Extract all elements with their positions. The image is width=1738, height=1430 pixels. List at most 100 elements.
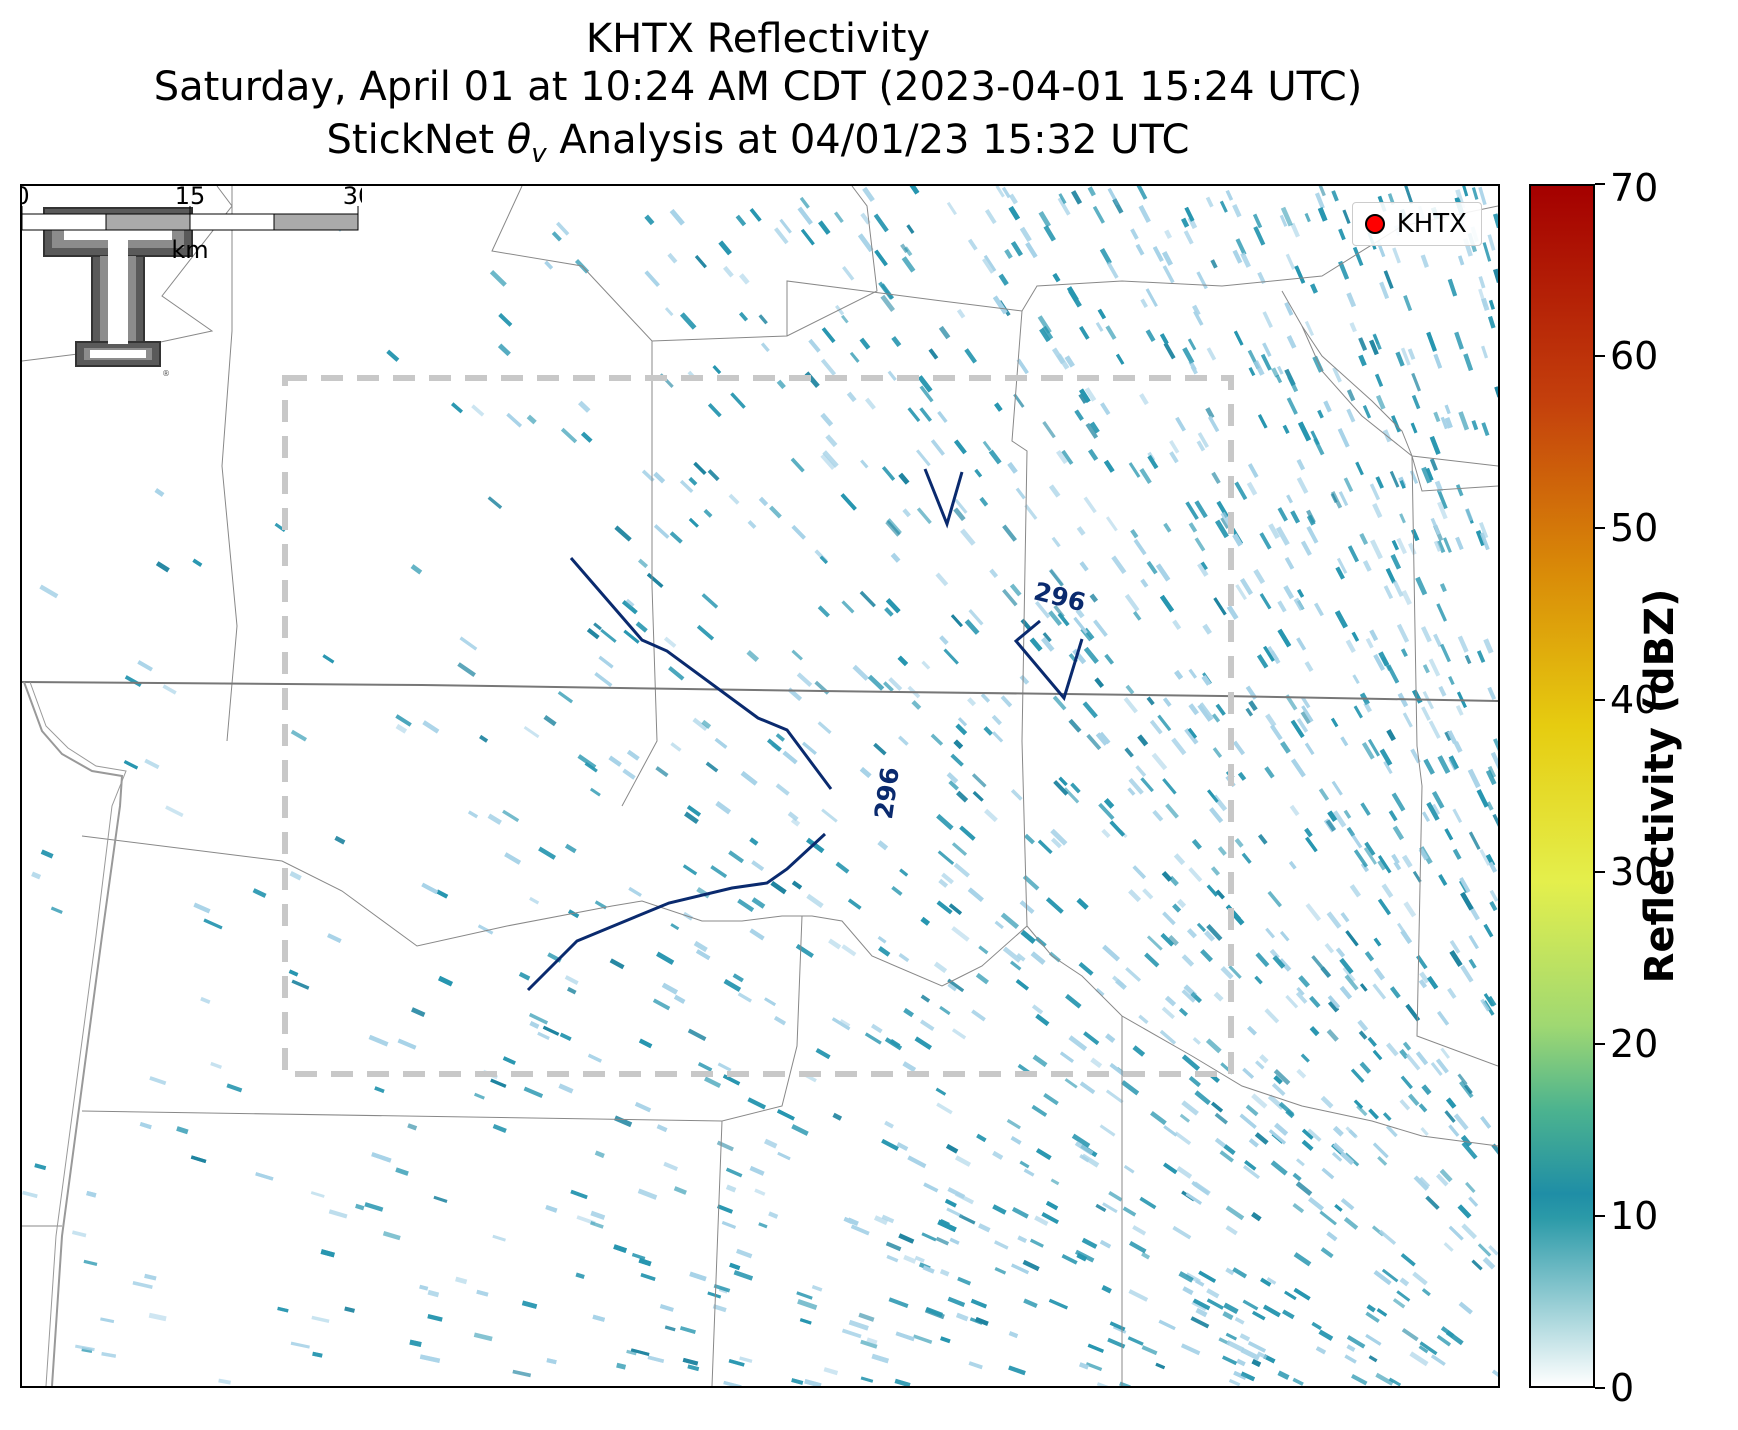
reflectivity-gate [859, 337, 871, 350]
reflectivity-gate [1140, 298, 1148, 308]
reflectivity-gate [891, 885, 903, 896]
reflectivity-gate [1330, 491, 1343, 509]
reflectivity-gate [1385, 1042, 1399, 1057]
reflectivity-gate [1410, 748, 1421, 764]
reflectivity-gate [860, 212, 871, 225]
reflectivity-gate [1196, 271, 1208, 290]
reflectivity-gate [1234, 838, 1244, 848]
reflectivity-gate [832, 1112, 843, 1121]
reflectivity-gate [1259, 532, 1272, 550]
reflectivity-gate [1325, 819, 1337, 832]
reflectivity-gate [1090, 1057, 1103, 1069]
reflectivity-gate [1346, 826, 1356, 837]
reflectivity-gate [1487, 765, 1497, 778]
reflectivity-gate [693, 940, 708, 953]
reflectivity-gate [1379, 748, 1393, 766]
reflectivity-gate [1233, 330, 1244, 346]
reflectivity-gate [1440, 643, 1451, 663]
reflectivity-gate [703, 509, 713, 518]
reflectivity-gate [1211, 471, 1221, 485]
reflectivity-gate [1283, 585, 1295, 600]
reflectivity-gate [1286, 397, 1298, 415]
reflectivity-gate [1206, 1288, 1220, 1299]
reflectivity-gate [1433, 411, 1441, 423]
reflectivity-gate [1457, 635, 1469, 653]
scale-tick-30: 30 [343, 186, 362, 210]
reflectivity-gate [1315, 1346, 1327, 1355]
reflectivity-gate [1029, 637, 1043, 652]
reflectivity-gate [804, 1379, 822, 1386]
reflectivity-gate [1273, 1068, 1291, 1086]
reflectivity-gate [1383, 1112, 1392, 1121]
reflectivity-gate [881, 1138, 899, 1151]
reflectivity-gate [1103, 798, 1115, 809]
reflectivity-gate [477, 924, 494, 935]
reflectivity-gate [471, 404, 485, 417]
reflectivity-gate [791, 525, 806, 540]
reflectivity-gate [1121, 1080, 1140, 1096]
reflectivity-gate [1460, 965, 1474, 983]
reflectivity-gate [1109, 1063, 1127, 1078]
reflectivity-gate [951, 1028, 967, 1040]
reflectivity-gate [1215, 519, 1229, 539]
reflectivity-gate [1228, 965, 1242, 979]
reflectivity-gate [1011, 1206, 1029, 1219]
reflectivity-gate [1372, 503, 1383, 519]
reflectivity-gate [712, 1304, 727, 1313]
reflectivity-gate [1475, 530, 1486, 547]
reflectivity-gate [1206, 1298, 1224, 1310]
reflectivity-gate [933, 961, 948, 974]
reflectivity-gate [1211, 713, 1221, 723]
reflectivity-gate [1124, 747, 1134, 758]
reflectivity-gate [1125, 967, 1142, 982]
reflectivity-gate [1409, 1351, 1429, 1367]
chart-subtitle-analysis: StickNet θv Analysis at 04/01/23 15:32 U… [326, 117, 1190, 169]
reflectivity-gate [1149, 719, 1163, 735]
reflectivity-gate [746, 650, 760, 662]
reflectivity-gate [860, 1339, 878, 1349]
reflectivity-gate [311, 1315, 330, 1324]
reflectivity-gate [663, 1161, 678, 1171]
reflectivity-gate [1344, 1152, 1360, 1167]
reflectivity-gate [1004, 248, 1013, 259]
reflectivity-gate [1317, 409, 1324, 419]
reflectivity-gate [1301, 696, 1311, 709]
reflectivity-gate [1377, 859, 1387, 871]
reflectivity-gate [703, 1076, 722, 1089]
reflectivity-gate [1326, 1029, 1339, 1042]
reflectivity-gate [637, 558, 649, 569]
reflectivity-gate [626, 1349, 637, 1356]
reflectivity-gate [831, 1017, 851, 1031]
reflectivity-gate [1309, 1026, 1320, 1037]
reflectivity-gate [840, 493, 857, 511]
contour-north-v [923, 468, 964, 529]
reflectivity-gate [1366, 1304, 1376, 1313]
reflectivity-gate [1438, 685, 1447, 697]
reflectivity-gate [903, 1007, 914, 1018]
reflectivity-gate [1327, 995, 1341, 1009]
reflectivity-gate [1022, 874, 1040, 891]
reflectivity-gate [1222, 1355, 1238, 1366]
reflectivity-gate [1365, 637, 1374, 649]
reflectivity-gate [695, 949, 711, 961]
reflectivity-gate [1268, 523, 1280, 539]
reflectivity-gate [946, 201, 957, 216]
reflectivity-gate [1455, 484, 1464, 497]
reflectivity-gate [1438, 874, 1448, 886]
reflectivity-gate [455, 1276, 468, 1285]
reflectivity-gate [989, 568, 999, 578]
reflectivity-gate [749, 208, 762, 222]
reflectivity-gate [1163, 1125, 1178, 1137]
reflectivity-gate [100, 1317, 115, 1324]
reflectivity-gate [1444, 417, 1453, 429]
reflectivity-gate [1273, 1075, 1283, 1085]
reflectivity-gate [799, 1318, 812, 1325]
reflectivity-gate [1334, 610, 1348, 629]
reflectivity-gate [1412, 870, 1422, 883]
reflectivity-gate [1180, 1343, 1201, 1356]
reflectivity-gate [1078, 393, 1087, 404]
reflectivity-gate [1228, 1378, 1241, 1386]
reflectivity-gate [1186, 928, 1197, 939]
reflectivity-gate [1448, 676, 1455, 686]
reflectivity-gate [1251, 1211, 1262, 1222]
